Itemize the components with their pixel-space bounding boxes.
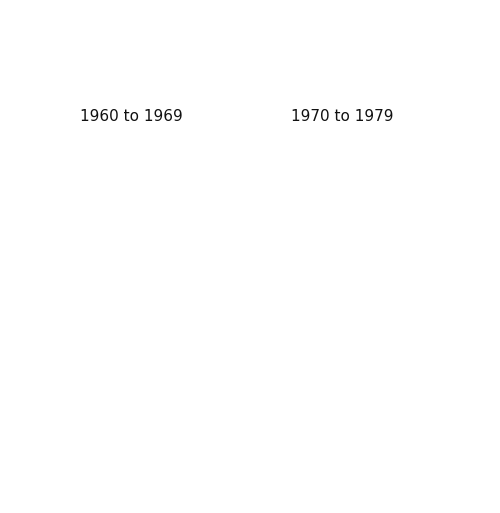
Text: 1970 to 1979: 1970 to 1979 — [292, 109, 394, 124]
Text: 1960 to 1969: 1960 to 1969 — [80, 109, 183, 124]
